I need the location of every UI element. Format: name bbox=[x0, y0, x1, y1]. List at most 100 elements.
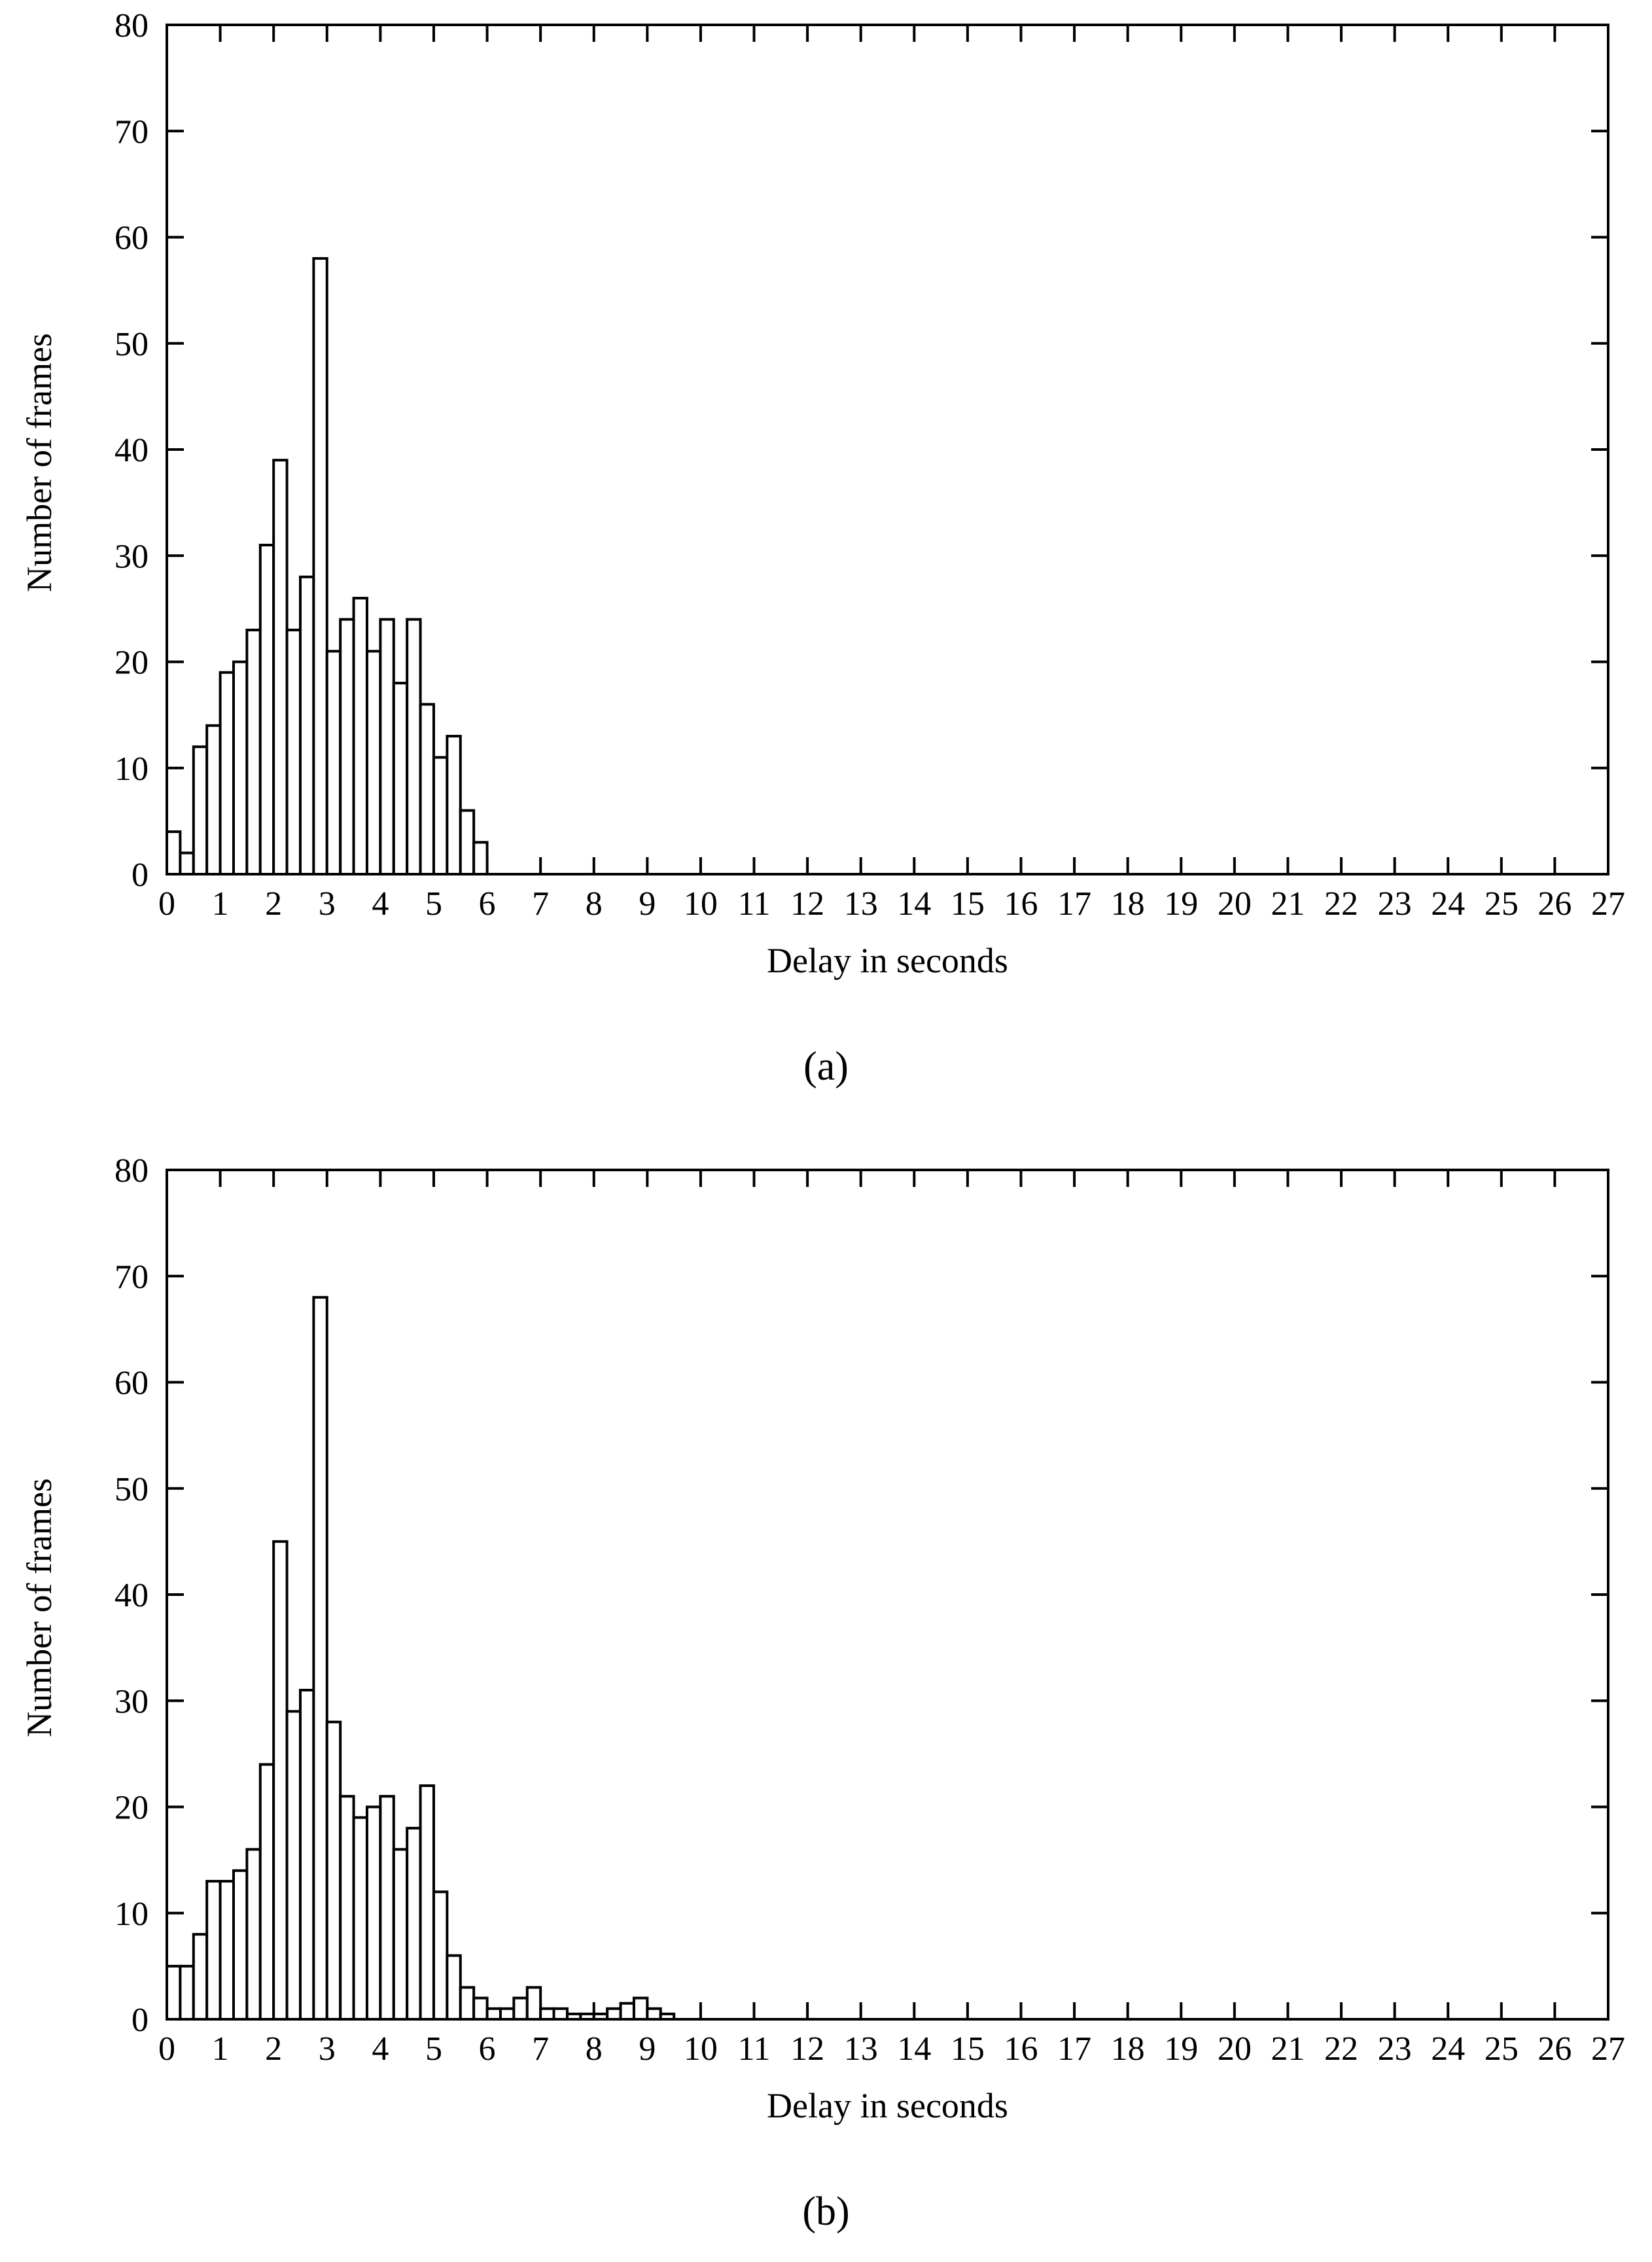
histogram-bar bbox=[192, 745, 209, 876]
x-tick-label: 17 bbox=[1057, 2030, 1091, 2068]
histogram-bar bbox=[579, 2012, 595, 2021]
histogram-bar bbox=[192, 1933, 209, 2021]
x-tick-label: 16 bbox=[1004, 885, 1038, 923]
x-tick-label: 21 bbox=[1271, 885, 1305, 923]
x-tick-label: 13 bbox=[844, 2030, 878, 2068]
histogram-bar bbox=[272, 459, 289, 875]
histogram-bar bbox=[298, 1689, 315, 2021]
histogram-bar bbox=[646, 2007, 662, 2021]
x-tick-label: 19 bbox=[1164, 885, 1198, 923]
histogram-bar bbox=[179, 1964, 195, 2021]
x-tick-label: 23 bbox=[1378, 2030, 1412, 2068]
x-tick-label: 10 bbox=[684, 885, 718, 923]
x-tick-label: 26 bbox=[1538, 2030, 1572, 2068]
x-tick-label: 10 bbox=[684, 2030, 718, 2068]
x-tick-label: 24 bbox=[1431, 2030, 1465, 2068]
histogram-bar bbox=[525, 1986, 542, 2021]
x-tick-label: 12 bbox=[790, 885, 824, 923]
x-tick-label: 25 bbox=[1485, 2030, 1519, 2068]
x-tick-label: 17 bbox=[1057, 885, 1091, 923]
histogram-bar bbox=[365, 650, 382, 876]
y-tick-label: 60 bbox=[114, 220, 149, 257]
x-tick-label: 18 bbox=[1111, 2030, 1145, 2068]
y-tick-label: 10 bbox=[114, 751, 149, 788]
y-tick-label: 30 bbox=[114, 1683, 149, 1720]
x-tick-label: 16 bbox=[1004, 2030, 1038, 2068]
histogram-bar bbox=[219, 1880, 235, 2021]
histogram-bar bbox=[245, 1848, 262, 2021]
histogram-bar bbox=[272, 1540, 289, 2021]
x-tick-label: 21 bbox=[1271, 2030, 1305, 2068]
x-tick-label: 13 bbox=[844, 885, 878, 923]
histogram-bar bbox=[392, 1848, 409, 2021]
x-tick-label: 6 bbox=[479, 885, 496, 923]
x-tick-label: 4 bbox=[372, 885, 389, 923]
y-tick-label: 0 bbox=[132, 857, 149, 894]
histogram-bar bbox=[472, 1996, 489, 2021]
histogram-bar bbox=[205, 1880, 222, 2021]
histogram-bar bbox=[352, 597, 368, 876]
x-tick-label: 5 bbox=[425, 885, 442, 923]
histogram-bar bbox=[446, 1954, 462, 2021]
x-tick-label: 20 bbox=[1218, 885, 1252, 923]
x-tick-label: 19 bbox=[1164, 2030, 1198, 2068]
x-tick-label: 3 bbox=[319, 885, 336, 923]
x-tick-label: 9 bbox=[639, 885, 656, 923]
x-tick-label: 27 bbox=[1591, 885, 1625, 923]
x-tick-label: 6 bbox=[479, 2030, 496, 2068]
y-tick-label: 60 bbox=[114, 1365, 149, 1402]
histogram-bar bbox=[285, 628, 302, 875]
y-tick-label: 40 bbox=[114, 432, 149, 469]
histogram-bar bbox=[232, 660, 249, 875]
histogram-bar bbox=[312, 256, 328, 875]
histogram-bar bbox=[379, 618, 395, 875]
histogram-bar bbox=[258, 544, 275, 876]
x-tick-label: 15 bbox=[951, 2030, 985, 2068]
histogram-bar bbox=[619, 2002, 635, 2021]
histogram-bar bbox=[325, 1720, 342, 2021]
y-tick-label: 20 bbox=[114, 645, 149, 682]
histogram-bar bbox=[312, 1296, 328, 2021]
x-tick-label: 0 bbox=[158, 2030, 175, 2068]
x-tick-label: 20 bbox=[1218, 2030, 1252, 2068]
x-tick-label: 14 bbox=[897, 885, 931, 923]
histogram-bar bbox=[632, 1996, 649, 2021]
histogram-bar bbox=[512, 1996, 529, 2021]
x-tick-label: 22 bbox=[1324, 885, 1358, 923]
x-tick-label: 14 bbox=[897, 2030, 931, 2068]
x-tick-label: 2 bbox=[265, 885, 282, 923]
histogram-bar bbox=[392, 681, 409, 875]
x-tick-label: 2 bbox=[265, 2030, 282, 2068]
histogram-bar bbox=[166, 830, 182, 875]
histogram-bar bbox=[325, 650, 342, 876]
histogram-bar bbox=[432, 1890, 449, 2021]
histogram-bar bbox=[606, 2007, 622, 2021]
histogram-bar bbox=[245, 628, 262, 875]
caption-b: (b) bbox=[802, 2189, 850, 2234]
histogram-bar bbox=[298, 575, 315, 875]
y-tick-label: 70 bbox=[114, 1258, 149, 1296]
x-tick-label: 25 bbox=[1485, 885, 1519, 923]
histogram-bar bbox=[179, 851, 195, 876]
y-tick-label: 80 bbox=[114, 7, 149, 44]
histogram-bar bbox=[406, 1826, 422, 2021]
histogram-bar bbox=[258, 1763, 275, 2021]
histogram-bar bbox=[352, 1816, 368, 2021]
histogram-bar bbox=[166, 1964, 182, 2021]
histogram-bar bbox=[459, 809, 476, 876]
caption-a: (a) bbox=[803, 1044, 849, 1089]
histogram-bar bbox=[365, 1805, 382, 2021]
y-tick-label: 10 bbox=[114, 1896, 149, 1933]
histogram-bar bbox=[339, 1795, 355, 2021]
histogram-bar bbox=[592, 2012, 609, 2021]
histogram-bar bbox=[565, 2012, 582, 2021]
histogram-bar bbox=[539, 2007, 555, 2021]
histogram-bar bbox=[485, 2007, 502, 2021]
y-tick-label: 30 bbox=[114, 538, 149, 575]
histogram-bar bbox=[419, 1784, 435, 2021]
histogram-bar bbox=[232, 1869, 249, 2021]
x-tick-label: 23 bbox=[1378, 885, 1412, 923]
y-tick-label: 20 bbox=[114, 1790, 149, 1827]
